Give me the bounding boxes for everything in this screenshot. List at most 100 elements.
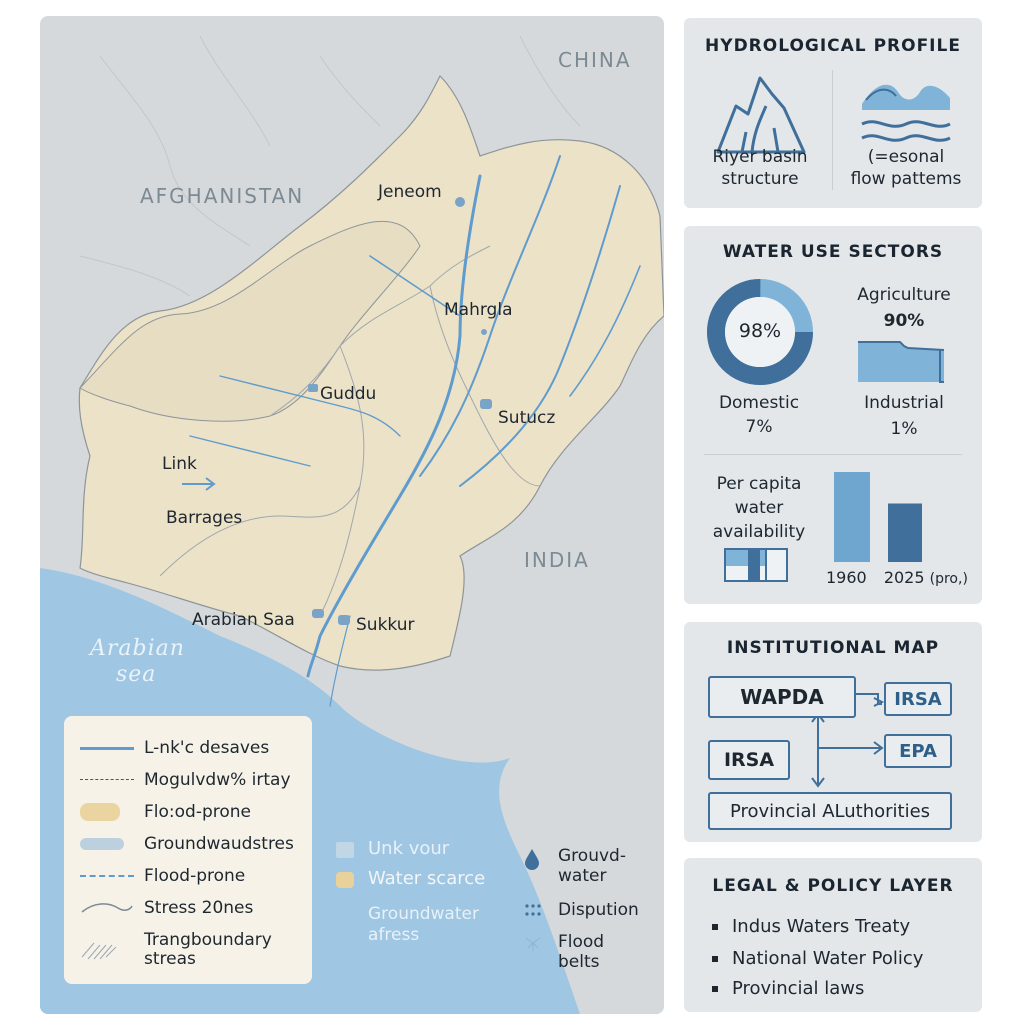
label-jeneom: Jeneom bbox=[378, 182, 442, 202]
sub-legend-line: afress bbox=[368, 925, 420, 945]
irsa-left-label: IRSA bbox=[723, 749, 775, 771]
legend-item-groundwater: Groundwaudstres bbox=[80, 830, 294, 858]
label-mahrgla: Mahrgla bbox=[444, 300, 513, 320]
legend-solid-line-icon bbox=[80, 738, 134, 758]
label-link: Link bbox=[162, 454, 197, 474]
legend-dashed-line-icon bbox=[80, 770, 134, 790]
label-china: CHINA bbox=[558, 48, 632, 72]
domestic-label: Domestic bbox=[718, 393, 800, 413]
legend-curve-icon bbox=[80, 898, 134, 918]
legend-item-flood-prone-line: Flood-prone bbox=[80, 862, 245, 890]
panel-title: LEGAL & POLICY LAYER bbox=[712, 876, 954, 896]
caption-line: flow pattems bbox=[850, 169, 962, 189]
legend-transboundary-text: Trangboundary streas bbox=[144, 931, 272, 969]
panel-divider bbox=[832, 70, 833, 190]
sukkur-marker bbox=[338, 615, 350, 625]
legend-hatch-icon bbox=[80, 939, 134, 961]
sub-legend-line: Flood bbox=[558, 932, 605, 952]
jeneom-marker bbox=[455, 197, 465, 207]
arabian-saa-marker bbox=[312, 609, 324, 618]
bar-label-suffix: (pro,) bbox=[929, 571, 968, 587]
legend-item-stress-zones: Stress 20nes bbox=[80, 894, 253, 922]
irsa-left-box[interactable]: IRSA bbox=[708, 740, 790, 780]
seasonal-flow-caption: (=esonal flow pattems bbox=[838, 146, 974, 190]
bar-1960 bbox=[834, 472, 870, 562]
sub-legend-line: belts bbox=[558, 952, 600, 972]
caption-line: Per capita bbox=[716, 474, 802, 494]
agriculture-label: Agriculture bbox=[857, 285, 951, 305]
policy-item-indus-treaty: Indus Waters Treaty bbox=[712, 916, 910, 937]
legend-dash-blue-icon bbox=[80, 866, 134, 886]
caption-line: water bbox=[734, 498, 784, 518]
epa-box[interactable]: EPA bbox=[884, 734, 952, 768]
unk-vour-swatch bbox=[336, 842, 354, 858]
per-capita-label: Per capita water availability bbox=[698, 472, 820, 544]
label-india: INDIA bbox=[524, 548, 590, 572]
legend-item-transboundary: Trangboundary streas bbox=[80, 928, 272, 972]
map-legend: L-nk'c desaves Mogulvdw% irtay Flo:od-pr… bbox=[64, 716, 312, 984]
water-use-sectors-panel: WATER USE SECTORS 98% Agriculture 90% Do… bbox=[684, 226, 982, 604]
caption-line: availability bbox=[712, 522, 806, 542]
river-basin-caption: Riyer basin structure bbox=[696, 146, 824, 190]
irsa-right-box[interactable]: IRSA bbox=[884, 682, 952, 716]
industrial-area-icon bbox=[856, 338, 948, 388]
institution-connectors bbox=[811, 693, 885, 788]
panel-title: INSTITUTIONAL MAP bbox=[726, 638, 940, 658]
industrial-label: Industrial bbox=[864, 393, 944, 413]
label-sukkur: Sukkur bbox=[356, 615, 415, 635]
bar-axis-labels: 1960 2025 (pro,) bbox=[826, 568, 968, 587]
legend-text: Mogulvdw% irtay bbox=[144, 769, 291, 790]
legend-item-flood-prone-area: Flo:od-prone bbox=[80, 798, 251, 826]
sub-legend-water-scarce: Water scarce bbox=[368, 868, 486, 889]
legend-text: Flo:od-prone bbox=[144, 801, 251, 822]
sub-legend-ground-water: Grouvd- water bbox=[558, 846, 626, 886]
legend-text: Trangboundary bbox=[144, 930, 272, 950]
sub-legend-groundwater-afress: Groundwater afress bbox=[368, 904, 479, 946]
sub-legend-line: Grouvd- bbox=[558, 846, 626, 866]
water-scarce-icon bbox=[336, 872, 354, 888]
legend-text: streas bbox=[144, 949, 196, 969]
irsa-right-label: IRSA bbox=[894, 688, 942, 710]
provincial-authorities-box[interactable]: Provincial ALuthorities bbox=[708, 792, 952, 830]
bar-label-2025: 2025 bbox=[883, 568, 925, 587]
donut-value: 98% bbox=[738, 320, 782, 342]
pakistan-land bbox=[78, 74, 664, 671]
legal-policy-panel: LEGAL & POLICY LAYER Indus Waters Treaty… bbox=[684, 858, 982, 1012]
mountain-basin-icon bbox=[714, 72, 808, 160]
policy-item-national-policy: National Water Policy bbox=[712, 948, 923, 969]
legend-text: L-nk'c desaves bbox=[144, 737, 270, 758]
terrain-lines bbox=[79, 35, 581, 297]
wave-icon bbox=[858, 74, 954, 158]
label-barrages: Barrages bbox=[166, 508, 243, 528]
panel-title: HYDROLOGICAL PROFILE bbox=[705, 36, 961, 56]
legend-groundwater-patch-icon bbox=[80, 834, 134, 854]
legend-item-links: L-nk'c desaves bbox=[80, 734, 269, 762]
agriculture-value: 90% bbox=[883, 311, 925, 331]
sutucz-marker bbox=[480, 399, 492, 409]
legend-flood-patch-icon bbox=[80, 802, 134, 822]
label-arabian-sea: Arabian sea bbox=[90, 636, 185, 688]
bar-label-1960: 1960 bbox=[826, 568, 867, 587]
province-boundaries bbox=[159, 245, 541, 617]
sea-line2: sea bbox=[116, 662, 157, 687]
wapda-box[interactable]: WAPDA bbox=[708, 676, 856, 718]
label-arabian-saa: Arabian Saa bbox=[192, 610, 295, 630]
wapda-label: WAPDA bbox=[740, 685, 824, 709]
mahrgla-marker bbox=[481, 329, 487, 335]
policy-item-provincial-laws: Provincial laws bbox=[712, 978, 864, 999]
india-coast bbox=[499, 716, 664, 1014]
legend-text: Groundwaudstres bbox=[144, 833, 294, 854]
gauge-icon bbox=[724, 548, 788, 586]
panel-divider bbox=[704, 454, 962, 455]
water-use-donut: 98% bbox=[706, 278, 814, 386]
label-guddu: Guddu bbox=[320, 384, 377, 404]
sub-legend-flood-belts: Flood belts bbox=[558, 932, 604, 972]
sub-legend-line: Groundwater bbox=[368, 904, 479, 924]
industrial-value: 1% bbox=[890, 419, 918, 439]
map-panel[interactable]: AFGHANISTAN CHINA INDIA Jeneom Mahrgla G… bbox=[40, 16, 664, 1014]
caption-line: structure bbox=[721, 169, 799, 189]
legend-item-irrigation: Mogulvdw% irtay bbox=[80, 766, 291, 794]
legend-text: Stress 20nes bbox=[144, 897, 254, 918]
label-sutucz: Sutucz bbox=[498, 408, 556, 428]
caption-line: Riyer basin bbox=[712, 147, 808, 167]
